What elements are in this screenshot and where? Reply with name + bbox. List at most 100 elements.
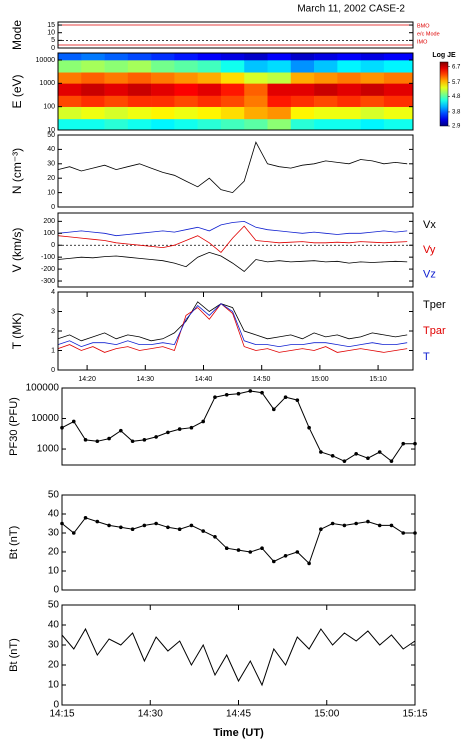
x-tick-label: 14:20 bbox=[78, 376, 96, 383]
legend-label: Vx bbox=[423, 219, 436, 231]
data-point bbox=[401, 531, 406, 535]
heatmap-cell bbox=[151, 106, 175, 120]
data-point bbox=[342, 459, 347, 463]
legend-label: Tpar bbox=[423, 325, 446, 337]
heatmap-cell bbox=[197, 72, 222, 84]
data-point bbox=[119, 525, 123, 530]
data-line bbox=[57, 225, 408, 253]
y-tick-label: 100 bbox=[43, 230, 55, 237]
y-axis-label: Bt (nT) bbox=[8, 526, 20, 560]
data-point bbox=[83, 516, 88, 520]
y-tick-label: 5 bbox=[51, 37, 55, 44]
heatmap-cell bbox=[220, 95, 245, 107]
y-tick-label: 20 bbox=[48, 547, 60, 558]
heatmap-cell bbox=[314, 106, 338, 120]
mode-annotation: IMO bbox=[417, 39, 428, 45]
data-point bbox=[272, 559, 276, 564]
heatmap-cell bbox=[290, 60, 315, 73]
heatmap-cell bbox=[337, 106, 361, 120]
heatmap-cell bbox=[314, 60, 338, 73]
plot-frame bbox=[57, 134, 414, 208]
data-point bbox=[95, 519, 100, 524]
heatmap-cell bbox=[337, 118, 361, 131]
heatmap-cell bbox=[127, 60, 152, 73]
colorbar-tick-label: 4.8 bbox=[452, 94, 461, 100]
heatmap-cell bbox=[197, 60, 222, 73]
data-point bbox=[330, 521, 335, 526]
x-tick-label: 14:50 bbox=[253, 376, 271, 383]
heatmap-cell bbox=[220, 72, 245, 84]
data-point bbox=[166, 525, 170, 530]
data-point bbox=[330, 454, 335, 458]
data-line bbox=[57, 251, 408, 273]
data-point bbox=[119, 428, 123, 433]
y-tick-label: -300 bbox=[41, 278, 55, 285]
heatmap-cell bbox=[81, 72, 105, 84]
heatmap-cell bbox=[104, 83, 129, 96]
y-tick-label: 50 bbox=[48, 490, 60, 501]
heatmap-cell bbox=[220, 60, 245, 73]
data-point bbox=[307, 561, 311, 566]
y-tick-label: 0 bbox=[51, 242, 55, 249]
data-point bbox=[130, 439, 135, 444]
legend-label: Tper bbox=[423, 299, 446, 311]
y-tick-label: 0 bbox=[51, 367, 55, 374]
data-point bbox=[283, 554, 288, 558]
y-axis-label: E (eV) bbox=[10, 74, 24, 108]
heatmap-cell bbox=[151, 118, 175, 131]
y-tick-label: 20 bbox=[47, 175, 55, 182]
heatmap-cell bbox=[104, 53, 129, 61]
x-tick-label: 15:10 bbox=[369, 376, 387, 383]
data-point bbox=[295, 398, 300, 402]
x-tick-label: 15:15 bbox=[402, 709, 427, 720]
heatmap-cell bbox=[267, 60, 292, 73]
heatmap-cell bbox=[104, 106, 129, 120]
data-point bbox=[236, 548, 241, 552]
heatmap-cell bbox=[360, 118, 385, 131]
heatmap-cell bbox=[337, 53, 361, 61]
data-point bbox=[248, 389, 253, 393]
data-point bbox=[71, 531, 76, 535]
colorbar-label: Log JE bbox=[432, 52, 456, 59]
data-point bbox=[154, 435, 158, 439]
heatmap-cell bbox=[360, 60, 385, 73]
heatmap-cell bbox=[197, 83, 222, 96]
data-point bbox=[236, 391, 241, 396]
y-tick-label: 1000 bbox=[39, 80, 55, 87]
heatmap-cell bbox=[174, 72, 198, 84]
heatmap-cell bbox=[383, 72, 414, 84]
plot-frame bbox=[57, 21, 414, 49]
colorbar-tick-label: 5.7 bbox=[452, 80, 461, 86]
y-tick-label: 200 bbox=[43, 218, 55, 225]
y-tick-label: 15 bbox=[47, 22, 55, 29]
heatmap-cell bbox=[127, 106, 152, 120]
data-point bbox=[283, 395, 288, 399]
heatmap-cell bbox=[383, 106, 414, 120]
y-tick-label: 0 bbox=[53, 700, 59, 711]
data-line bbox=[57, 141, 408, 194]
y-tick-label: 30 bbox=[47, 161, 55, 168]
x-tick-label: 14:30 bbox=[137, 376, 155, 383]
data-point bbox=[71, 419, 76, 424]
heatmap-cell bbox=[267, 53, 292, 61]
y-tick-label: -200 bbox=[41, 266, 55, 273]
heatmap-cell bbox=[151, 72, 175, 84]
heatmap-cell bbox=[58, 83, 82, 96]
heatmap-cell bbox=[360, 106, 385, 120]
y-tick-label: 40 bbox=[48, 620, 60, 631]
x-tick-label: 15:00 bbox=[314, 709, 339, 720]
heatmap-cell bbox=[267, 118, 292, 131]
data-point bbox=[342, 523, 347, 528]
mode-annotation: e/c Mode bbox=[417, 31, 440, 37]
y-tick-label: 10 bbox=[48, 566, 60, 577]
heatmap-cell bbox=[127, 118, 152, 131]
y-tick-label: 3 bbox=[51, 308, 55, 315]
data-point bbox=[295, 550, 300, 554]
plot-frame bbox=[61, 604, 416, 706]
data-point bbox=[95, 439, 100, 444]
colorbar bbox=[439, 61, 449, 127]
data-point bbox=[154, 521, 158, 526]
heatmap-cell bbox=[174, 83, 198, 96]
y-axis-label: V (km/s) bbox=[10, 228, 24, 273]
data-point bbox=[166, 430, 170, 435]
